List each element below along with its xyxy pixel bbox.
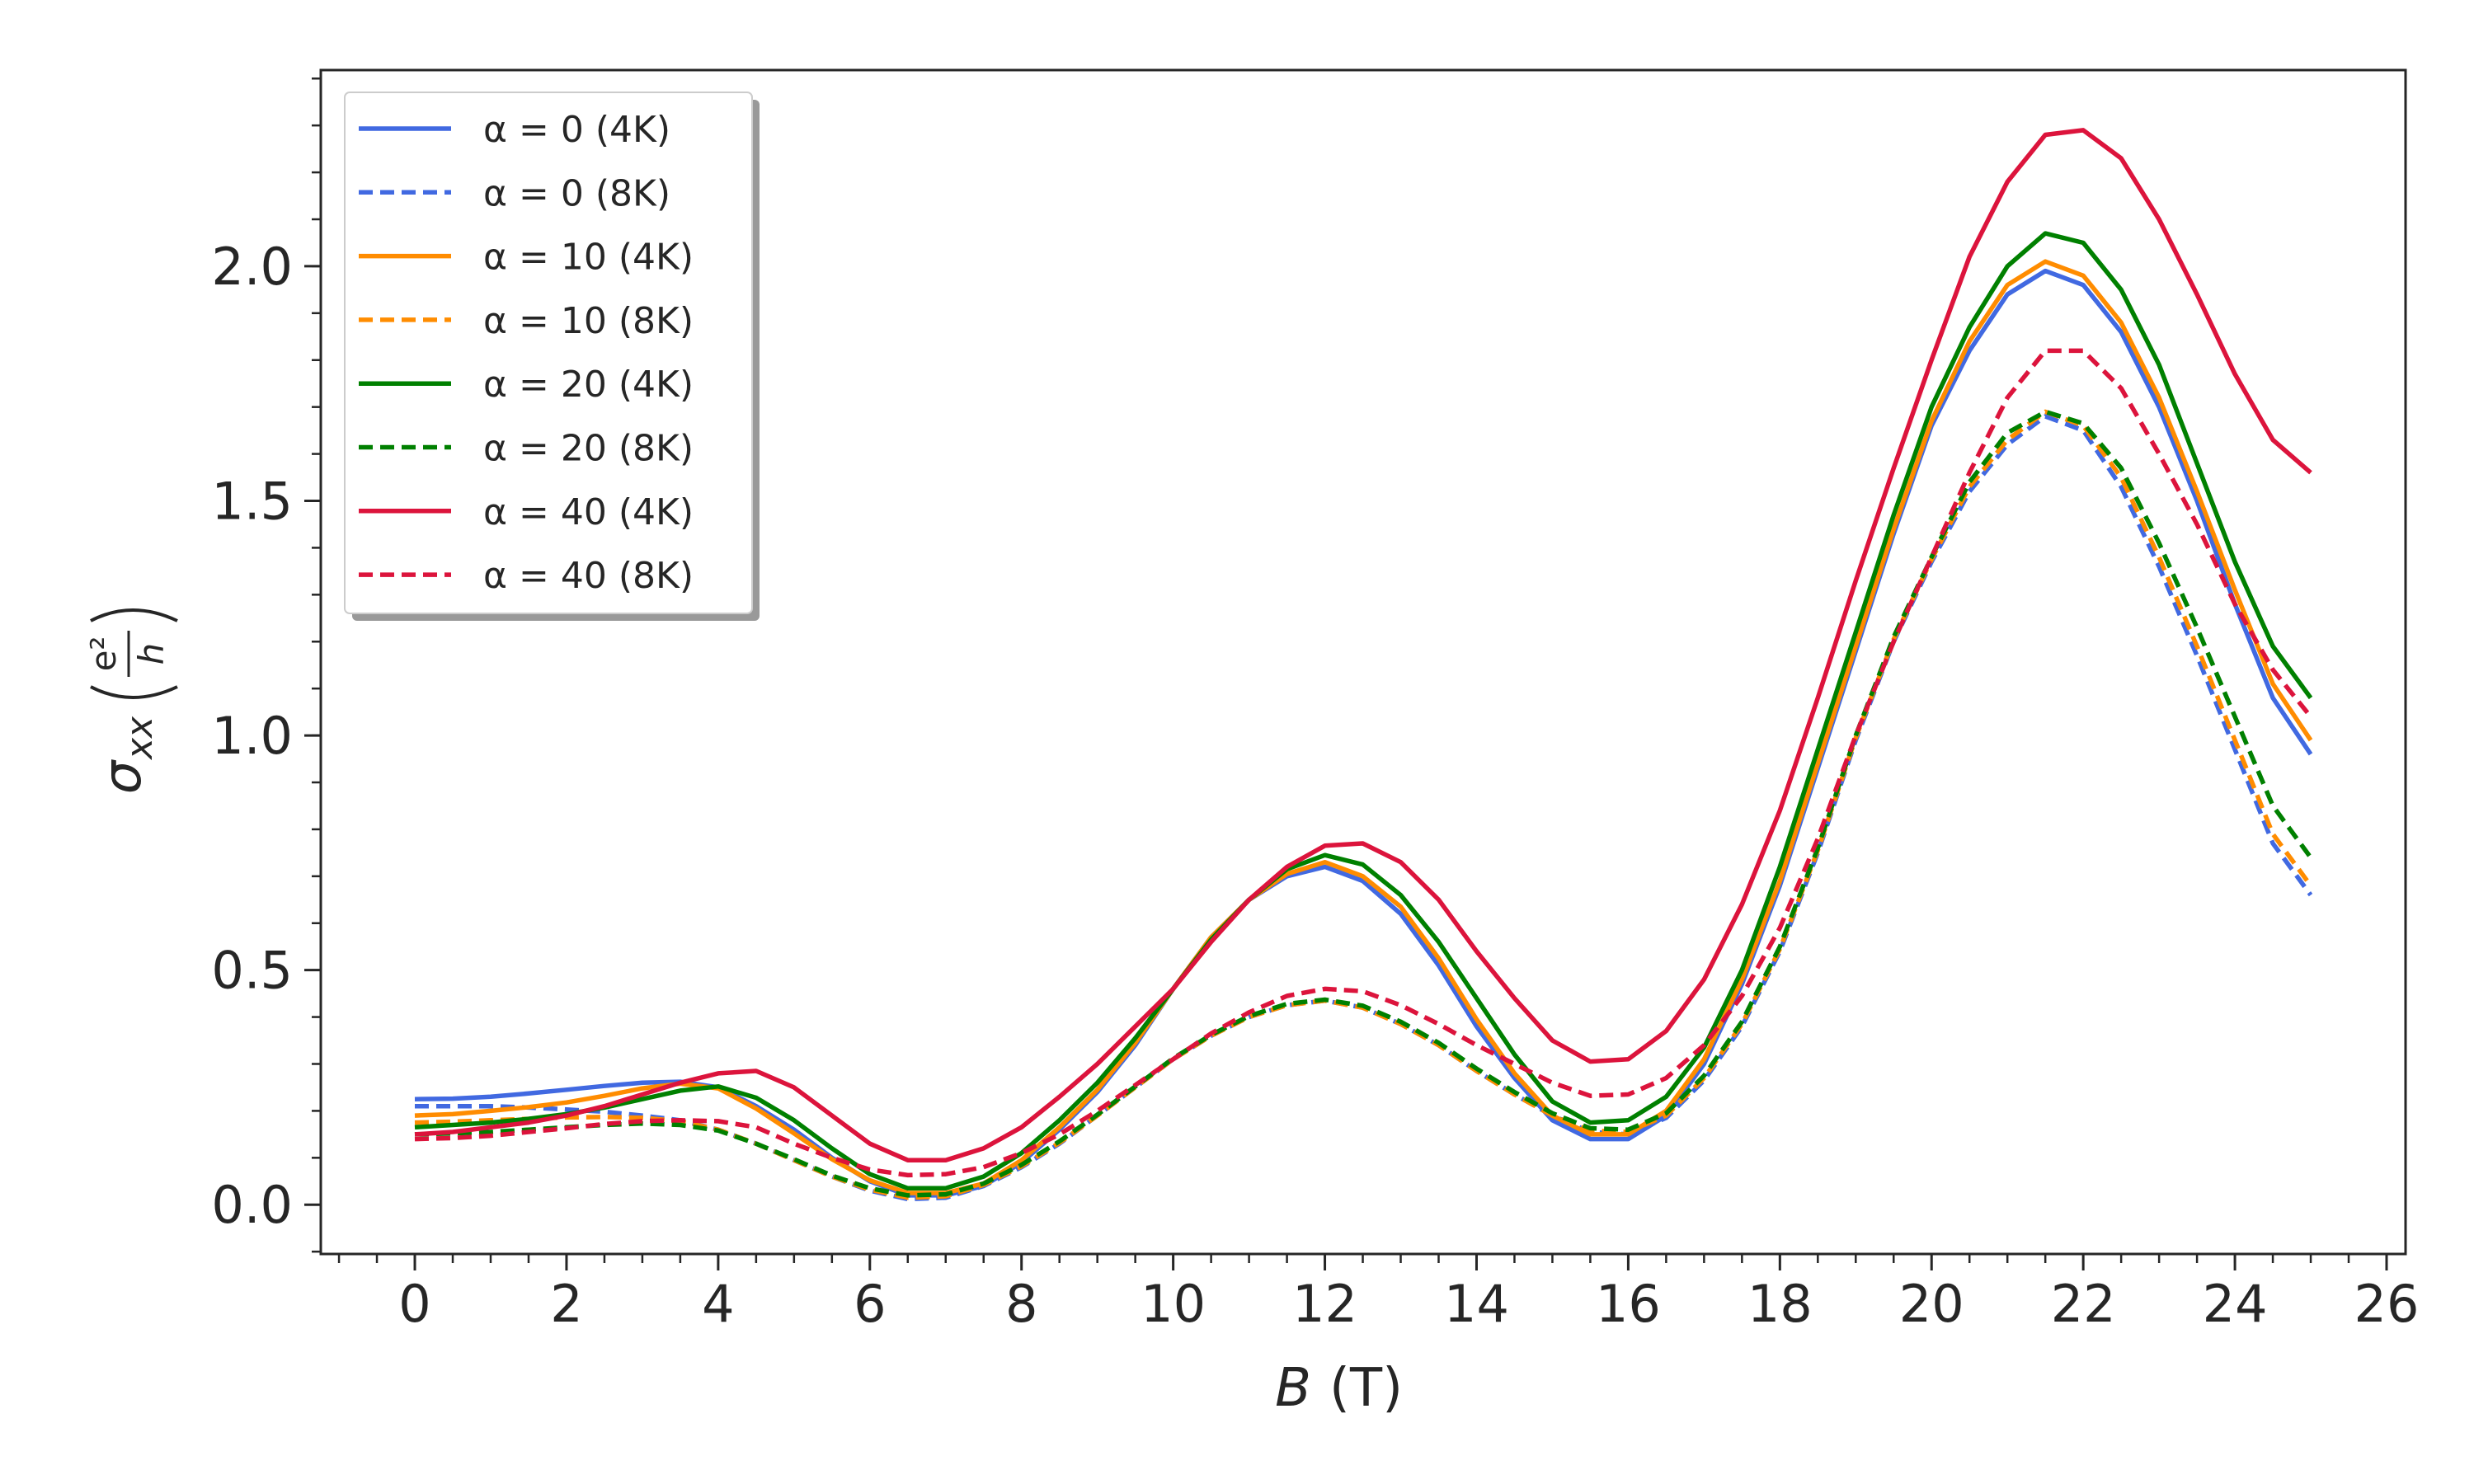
x-tick-label: 0 (398, 1274, 430, 1334)
x-tick-label: 22 (2051, 1274, 2116, 1334)
legend-label: α = 0 (8K) (483, 172, 670, 214)
x-tick-label: 20 (1899, 1274, 1964, 1334)
x-tick-label: 14 (1444, 1274, 1509, 1334)
series-line (414, 128, 2312, 1162)
x-tick-label: 8 (1005, 1274, 1037, 1334)
legend-label: α = 0 (4K) (483, 109, 670, 151)
x-tick-label: 18 (1747, 1274, 1813, 1334)
legend-label: α = 40 (8K) (483, 555, 694, 597)
x-axis-label: B (1275, 1358, 1311, 1419)
x-tick-label: 10 (1141, 1274, 1206, 1334)
legend-label: α = 20 (8K) (483, 428, 694, 470)
series-line (414, 259, 2313, 1195)
x-axis-unit: (T) (1329, 1358, 1403, 1419)
legend-label: α = 10 (4K) (483, 237, 694, 279)
legend-label: α = 20 (4K) (483, 364, 694, 406)
y-label-numerator: e² (83, 636, 124, 672)
y-label-symbol: σ (92, 758, 153, 794)
y-tick-label: 1.5 (211, 471, 293, 531)
x-tick-label: 6 (854, 1274, 886, 1334)
legend-label: α = 10 (8K) (483, 300, 694, 342)
y-axis-label: σ xx e² h (83, 608, 178, 794)
y-label-subscript: xx (119, 716, 161, 761)
y-tick-label: 1.0 (211, 706, 293, 766)
y-label-denominator: h (131, 643, 172, 665)
legend-box (344, 92, 753, 614)
x-tick-label: 16 (1596, 1274, 1661, 1334)
x-tick-label: 12 (1292, 1274, 1357, 1334)
x-tick-label: 2 (550, 1274, 582, 1334)
series-line (414, 231, 2313, 1191)
y-tick-label: 0.5 (211, 941, 293, 1001)
paren-right (90, 608, 178, 622)
x-tick-label: 24 (2203, 1274, 2268, 1334)
legend-label: α = 40 (4K) (483, 491, 694, 533)
x-tick-label: 26 (2354, 1274, 2420, 1334)
x-tick-label: 4 (702, 1274, 734, 1334)
y-tick-label: 0.0 (211, 1175, 293, 1235)
paren-left (90, 685, 178, 699)
series-line (414, 409, 2313, 1198)
y-tick-label: 2.0 (211, 237, 293, 297)
plot-frame (319, 68, 2407, 1256)
